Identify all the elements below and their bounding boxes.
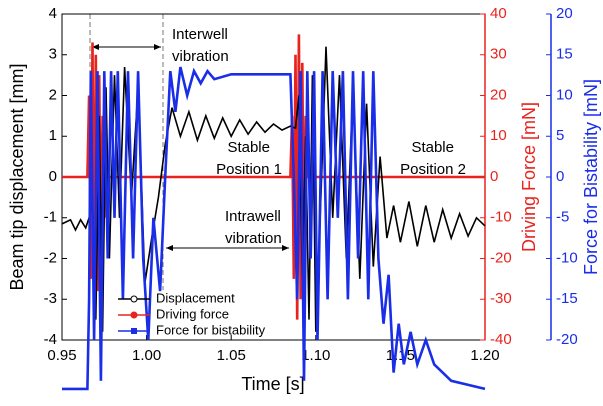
x-tick-label: 0.95 (47, 347, 76, 364)
y2-axis-label: Driving Force [mN] (519, 102, 539, 252)
annotation: vibration (225, 230, 282, 247)
y3-axis-label: Force for Bistability [mN] (581, 79, 601, 275)
y2-tick-label: -40 (490, 331, 512, 348)
x-tick-label: 1.00 (132, 347, 161, 364)
y-tick-label: -3 (44, 290, 57, 307)
y3-tick-label: 20 (556, 5, 573, 22)
y3-tick-label: 5 (556, 127, 564, 144)
y2-tick-label: 30 (490, 46, 507, 63)
y2-tick-label: -10 (490, 209, 512, 226)
arrow-head (92, 44, 161, 50)
legend-label: Displacement (156, 290, 235, 305)
y-tick-label: 3 (49, 46, 57, 63)
y3-tick-label: -20 (556, 331, 578, 348)
y-tick-label: 0 (49, 168, 57, 185)
y2-tick-label: 20 (490, 86, 507, 103)
y3-tick-label: -10 (556, 249, 578, 266)
y-tick-label: -2 (44, 249, 57, 266)
y2-tick-label: -20 (490, 249, 512, 266)
y2-tick-label: 40 (490, 5, 507, 22)
legend-marker (131, 328, 137, 334)
y3-tick-label: -15 (556, 290, 578, 307)
y-axis-label: Beam tip displacement [mm] (7, 63, 27, 290)
legend-label: Force for bistability (156, 322, 266, 337)
annotation: Intrawell (225, 208, 281, 225)
x-tick-label: 1.05 (217, 347, 246, 364)
legend-label: Driving force (156, 306, 229, 321)
annotation: Position 1 (216, 161, 282, 178)
x-tick-label: 1.10 (301, 347, 330, 364)
x-tick-label: 1.20 (470, 347, 499, 364)
y3-tick-label: 0 (556, 168, 564, 185)
y-tick-label: 2 (49, 86, 57, 103)
y-tick-label: -1 (44, 209, 57, 226)
y2-tick-label: 0 (490, 168, 498, 185)
legend-marker (130, 295, 138, 303)
y2-tick-label: 10 (490, 127, 507, 144)
annotation: Stable (227, 139, 270, 156)
x-tick-label: 1.15 (386, 347, 415, 364)
y2-tick-label: -30 (490, 290, 512, 307)
y3-tick-label: 10 (556, 86, 573, 103)
annotation: Position 2 (400, 161, 466, 178)
y-tick-label: 4 (49, 5, 57, 22)
y3-tick-label: -5 (556, 209, 569, 226)
annotation: Interwell (172, 26, 228, 43)
y3-tick-label: 15 (556, 46, 573, 63)
annotation: vibration (172, 48, 229, 65)
x-axis-label: Time [s] (241, 374, 304, 394)
legend-marker (130, 311, 138, 319)
y-tick-label: 1 (49, 127, 57, 144)
annotation: Stable (411, 139, 454, 156)
series-line (62, 66, 486, 391)
y-tick-label: -4 (44, 331, 57, 348)
